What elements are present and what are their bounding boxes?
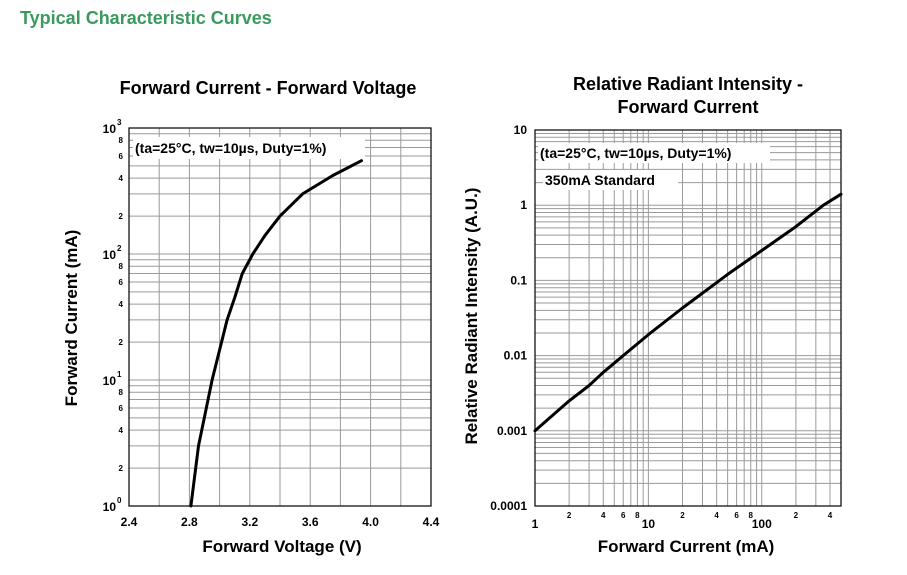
x-axis-label: Forward Current (mA) xyxy=(598,537,775,556)
plot-frame xyxy=(534,129,842,507)
y-axis-label: Relative Radiant Intensity (A.U.) xyxy=(462,188,481,445)
y-minor-tick-label: 4 xyxy=(119,300,124,309)
x-tick-label: 2.4 xyxy=(121,515,138,529)
y-tick-label: 10 xyxy=(514,123,528,137)
y-minor-tick-label: 6 xyxy=(119,278,124,287)
y-axis-label: Forward Current (mA) xyxy=(62,230,81,407)
y-tick-label: 10 0 xyxy=(103,496,122,514)
annotation-conditions: (ta=25°C, tw=10µs, Duty=1%) xyxy=(540,145,731,161)
y-tick-label: 1 xyxy=(520,198,527,212)
y-minor-tick-label: 4 xyxy=(119,174,124,183)
y-minor-tick-label: 4 xyxy=(119,426,124,435)
series-line xyxy=(533,192,843,433)
annotation-background xyxy=(543,170,678,190)
chart-title-line2: Forward Current xyxy=(617,97,758,117)
x-minor-tick-label: 6 xyxy=(734,511,739,520)
x-tick-label: 100 xyxy=(752,517,772,531)
y-minor-tick-label: 2 xyxy=(119,464,124,473)
chart-title: Forward Current - Forward Voltage xyxy=(120,78,417,98)
y-tick-label: 10 2 xyxy=(103,244,122,262)
annotation-background xyxy=(538,143,770,163)
y-minor-tick-label: 8 xyxy=(119,388,124,397)
y-tick-label: 10 3 xyxy=(103,118,122,136)
y-tick-label: 10 1 xyxy=(103,370,122,388)
y-tick-base: 10 xyxy=(103,122,117,136)
y-tick-label: 0.01 xyxy=(504,349,528,363)
y-tick-label: 0.1 xyxy=(510,273,527,287)
y-minor-tick-label: 2 xyxy=(119,338,124,347)
x-minor-tick-label: 2 xyxy=(567,511,572,520)
x-minor-tick-label: 2 xyxy=(680,511,685,520)
x-tick-label: 4.0 xyxy=(362,515,379,529)
chart-radiant-intensity-current: (ta=25°C, tw=10µs, Duty=1%) 350mA Standar… xyxy=(462,74,843,556)
x-tick-label: 3.6 xyxy=(302,515,319,529)
x-tick-label: 3.2 xyxy=(241,515,258,529)
annotation-conditions: (ta=25°C, tw=10µs, Duty=1%) xyxy=(135,140,326,156)
y-minor-tick-label: 8 xyxy=(119,262,124,271)
series-line xyxy=(189,159,363,508)
x-minor-tick-label: 6 xyxy=(621,511,626,520)
x-minor-tick-label: 8 xyxy=(635,511,640,520)
y-tick-exponent: 3 xyxy=(117,118,122,127)
x-minor-tick-label: 4 xyxy=(828,511,833,520)
x-tick-label: 4.4 xyxy=(423,515,440,529)
y-tick-label: 0.0001 xyxy=(490,499,527,513)
x-minor-tick-label: 8 xyxy=(749,511,754,520)
y-tick-base: 10 xyxy=(103,248,117,262)
x-minor-tick-label: 2 xyxy=(794,511,799,520)
x-tick-label: 2.8 xyxy=(181,515,198,529)
y-tick-exponent: 1 xyxy=(117,370,122,379)
y-tick-label: 0.001 xyxy=(497,424,527,438)
y-tick-exponent: 0 xyxy=(117,496,122,505)
section-title: Typical Characteristic Curves xyxy=(20,8,272,28)
chart-title: Relative Radiant Intensity - xyxy=(573,74,803,94)
y-minor-tick-label: 2 xyxy=(119,212,124,221)
y-minor-tick-label: 6 xyxy=(119,404,124,413)
annotation-standard: 350mA Standard xyxy=(545,172,655,188)
x-tick-label: 10 xyxy=(642,517,656,531)
y-tick-exponent: 2 xyxy=(117,244,122,253)
y-tick-base: 10 xyxy=(103,500,117,514)
y-minor-tick-label: 8 xyxy=(119,136,124,145)
y-minor-tick-label: 6 xyxy=(119,152,124,161)
annotation-background xyxy=(133,137,365,159)
x-minor-tick-label: 4 xyxy=(714,511,719,520)
y-tick-base: 10 xyxy=(103,374,117,388)
chart-forward-current-voltage: (ta=25°C, tw=10µs, Duty=1%) 2.4 2.8 3.2 3.6 4… xyxy=(62,78,440,556)
x-tick-label: 1 xyxy=(532,517,539,531)
x-axis-label: Forward Voltage (V) xyxy=(202,537,361,556)
plot-frame xyxy=(128,127,432,507)
x-minor-tick-label: 4 xyxy=(601,511,606,520)
